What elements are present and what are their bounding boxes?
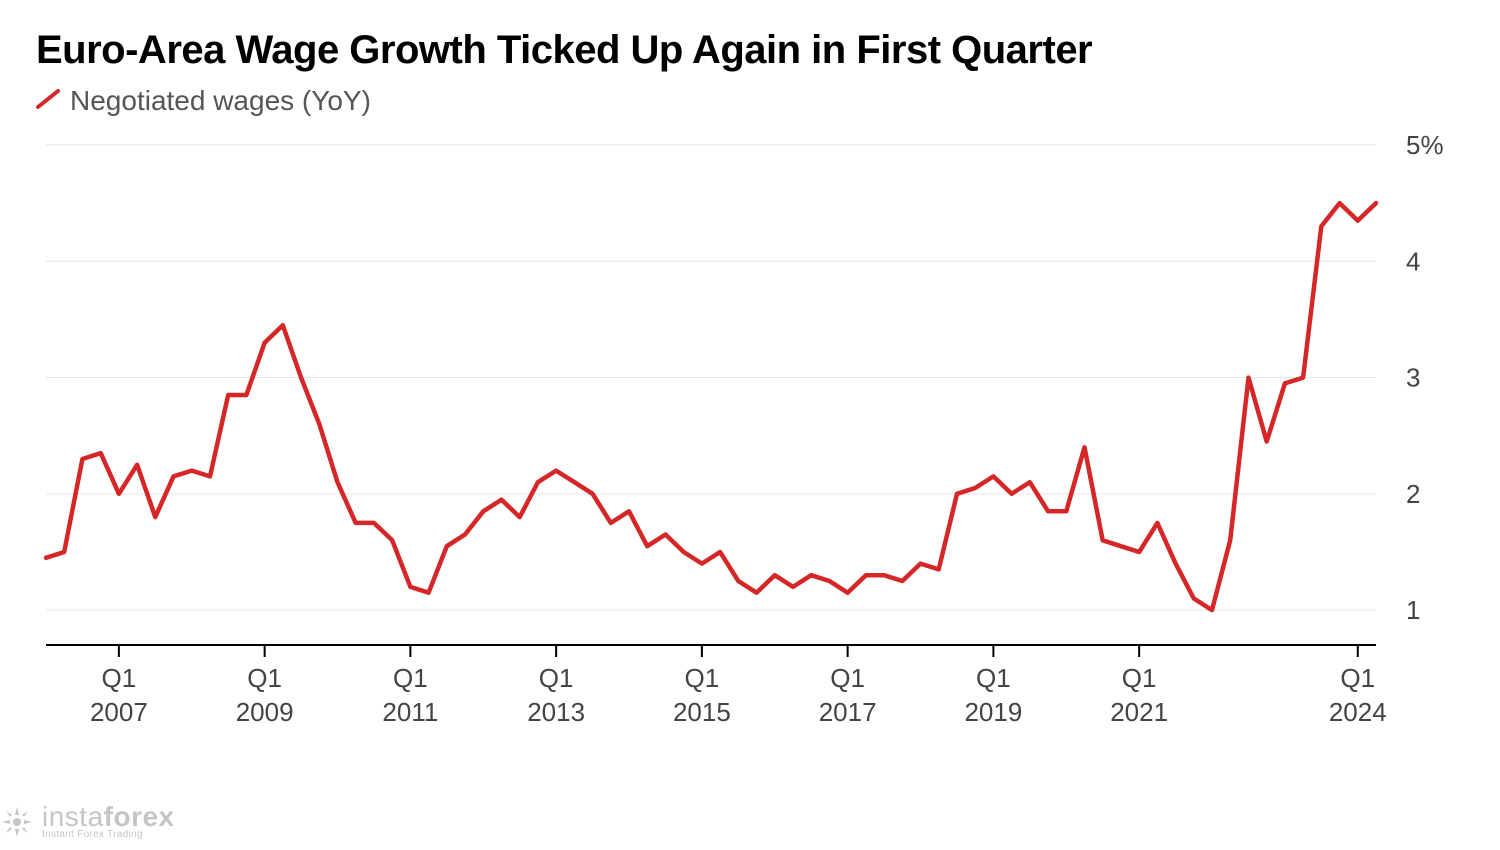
svg-text:Q1: Q1 — [976, 663, 1011, 693]
svg-text:2: 2 — [1406, 479, 1420, 509]
svg-text:1: 1 — [1406, 595, 1420, 625]
svg-text:2013: 2013 — [527, 697, 585, 727]
svg-text:Q1: Q1 — [685, 663, 720, 693]
legend-line-icon — [36, 87, 60, 111]
svg-text:2015: 2015 — [673, 697, 731, 727]
svg-text:2011: 2011 — [382, 697, 438, 727]
legend-swatch — [36, 87, 60, 116]
chart-container: Euro-Area Wage Growth Ticked Up Again in… — [0, 0, 1500, 850]
chart-area: 1 2 3 4 5% Q1 2007 Q1 2009 Q1 2011 Q1 2013 Q1 2015 Q1 20… — [36, 135, 1464, 755]
watermark-text: instaforex Instant Forex Trading — [42, 803, 175, 840]
svg-text:2021: 2021 — [1110, 697, 1168, 727]
svg-text:Q1: Q1 — [1340, 663, 1375, 693]
svg-text:4: 4 — [1406, 246, 1420, 276]
svg-text:5%: 5% — [1406, 135, 1444, 160]
instaforex-logo-icon — [0, 805, 34, 839]
svg-text:Q1: Q1 — [830, 663, 865, 693]
chart-title: Euro-Area Wage Growth Ticked Up Again in… — [36, 28, 1464, 73]
svg-text:2024: 2024 — [1329, 697, 1387, 727]
svg-text:Q1: Q1 — [1122, 663, 1157, 693]
svg-text:Q1: Q1 — [393, 663, 428, 693]
legend-label: Negotiated wages (YoY) — [70, 85, 371, 117]
watermark-brand: instaforex — [42, 803, 175, 831]
svg-text:Q1: Q1 — [247, 663, 282, 693]
svg-text:Q1: Q1 — [539, 663, 574, 693]
watermark: instaforex Instant Forex Trading — [0, 803, 175, 840]
svg-text:2007: 2007 — [90, 697, 148, 727]
svg-text:3: 3 — [1406, 363, 1420, 393]
line-chart: 1 2 3 4 5% Q1 2007 Q1 2009 Q1 2011 Q1 2013 Q1 2015 Q1 20… — [36, 135, 1464, 755]
svg-text:2017: 2017 — [819, 697, 877, 727]
svg-text:Q1: Q1 — [102, 663, 137, 693]
svg-text:2019: 2019 — [964, 697, 1022, 727]
legend: Negotiated wages (YoY) — [36, 85, 1464, 117]
svg-text:2009: 2009 — [236, 697, 294, 727]
